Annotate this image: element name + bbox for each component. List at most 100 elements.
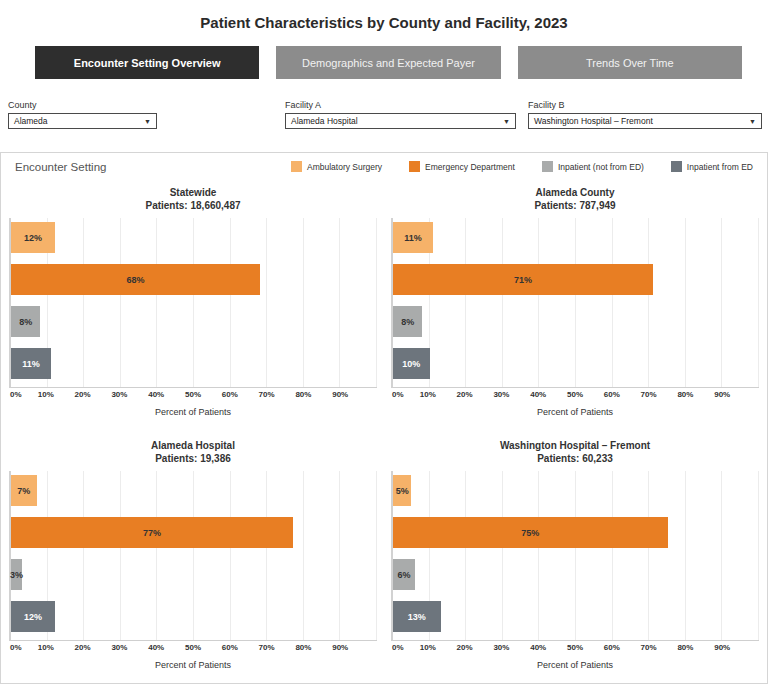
bar-ambulatory-surgery[interactable]: 11% [393,222,433,253]
bar-value-label: 75% [521,528,539,538]
tab-label: Encounter Setting Overview [74,57,221,69]
bar-row: 6% [393,559,759,590]
legend-item-label: Inpatient from ED [687,162,753,172]
bar-ambulatory-surgery[interactable]: 12% [11,222,55,253]
bar-inpatient-not-from-ed-[interactable]: 3% [11,559,22,590]
chart-title-line: Washington Hospital – Fremont [391,439,759,452]
tab-encounter-setting-overview[interactable]: Encounter Setting Overview [35,46,259,79]
bar-value-label: 5% [396,486,409,496]
legend-swatch-icon [409,161,420,172]
chart-title-line: Statewide [9,186,377,199]
bar-value-label: 7% [17,486,30,496]
x-tick-label: 20% [457,390,473,399]
filter-select[interactable]: Washington Hospital – Fremont▼ [528,113,762,129]
x-tick-label: 70% [641,643,657,652]
x-axis-ticks: 0%10%20%30%40%50%60%70%80%90% [9,390,377,401]
plot-area: 12% 68% 8% 11% [9,218,377,388]
bar-inpatient-not-from-ed-[interactable]: 8% [393,306,422,337]
x-axis-title: Percent of Patients [9,660,377,670]
x-axis-ticks: 0%10%20%30%40%50%60%70%80%90% [9,643,377,654]
x-tick-label: 90% [332,390,348,399]
chart-alameda-county: Alameda CountyPatients: 787,949 11% 71% 8% 1… [391,186,759,426]
filter-bar: County Alameda▼ Facility A Alameda Hospital… [0,100,768,135]
legend-swatch-icon [671,161,682,172]
bar-emergency-department[interactable]: 75% [393,517,668,548]
x-tick-label: 50% [567,643,583,652]
bar-row: 11% [11,348,377,379]
x-tick-label: 0% [392,390,404,399]
x-tick-label: 20% [75,390,91,399]
bar-row: 7% [11,475,377,506]
x-tick-label: 80% [677,643,693,652]
bar-emergency-department[interactable]: 77% [11,517,293,548]
chevron-down-icon: ▼ [503,118,510,125]
filter-facility-a: Facility A Alameda Hospital ▼ [285,100,516,129]
x-tick-label: 60% [222,390,238,399]
chart-subtitle-line: Patients: 60,233 [391,452,759,465]
plot-area: 5% 75% 6% 13% [391,471,759,641]
bar-ambulatory-surgery[interactable]: 5% [393,475,411,506]
filter-label: Facility A [285,100,516,110]
tab-demographics-and-expected-payer[interactable]: Demographics and Expected Payer [276,46,500,79]
chart-title: Alameda CountyPatients: 787,949 [391,186,759,212]
bar-emergency-department[interactable]: 71% [393,264,653,295]
legend-item-label: Ambulatory Surgery [307,162,382,172]
bar-value-label: 11% [404,233,422,243]
bar-row: 71% [393,264,759,295]
legend-item: Inpatient from ED [671,161,753,172]
bar-value-label: 3% [10,570,23,580]
plot-area: 7% 77% 3% 12% [9,471,377,641]
filter-select[interactable]: Alameda Hospital ▼ [285,113,516,129]
x-tick-label: 20% [75,643,91,652]
bar-row: 3% [11,559,377,590]
x-tick-label: 30% [493,390,509,399]
legend-items: Ambulatory SurgeryEmergency DepartmentIn… [291,161,753,172]
bar-inpatient-from-ed[interactable]: 12% [11,601,55,632]
bar-inpatient-from-ed[interactable]: 11% [11,348,51,379]
tab-bar: Encounter Setting Overview Demographics a… [35,46,742,79]
charts-grid: StatewidePatients: 18,660,487 12% 68% 8% 11%… [9,186,759,679]
x-tick-label: 0% [10,643,22,652]
bar-inpatient-not-from-ed-[interactable]: 8% [11,306,40,337]
bar-value-label: 71% [514,275,532,285]
chart-alameda-hospital: Alameda HospitalPatients: 19,3867%77%3%1… [9,439,377,679]
x-axis-title: Percent of Patients [9,407,377,417]
legend-item: Ambulatory Surgery [291,161,382,172]
bar-ambulatory-surgery[interactable]: 7% [11,475,37,506]
legend-item-label: Inpatient (not from ED) [558,162,644,172]
x-tick-label: 40% [530,643,546,652]
chart-subtitle-line: Patients: 18,660,487 [9,199,377,212]
charts-panel: Encounter Setting Ambulatory SurgeryEmer… [0,152,768,684]
bar-value-label: 77% [143,528,161,538]
x-tick-label: 50% [567,390,583,399]
legend-swatch-icon [291,161,302,172]
x-tick-label: 60% [604,643,620,652]
x-tick-label: 10% [38,390,54,399]
chevron-down-icon: ▼ [749,118,756,125]
x-tick-label: 50% [185,643,201,652]
x-tick-label: 90% [714,390,730,399]
x-tick-label: 90% [714,643,730,652]
bar-row: 77% [11,517,377,548]
bar-row: 8% [393,306,759,337]
bar-value-label: 12% [24,233,42,243]
x-tick-label: 80% [295,643,311,652]
bar-value-label: 68% [126,275,144,285]
bar-inpatient-from-ed[interactable]: 13% [393,601,441,632]
x-tick-label: 70% [259,390,275,399]
bar-row: 68% [11,264,377,295]
bar-inpatient-not-from-ed-[interactable]: 6% [393,559,415,590]
chart-washington-hospital-fremont: Washington Hospital – FremontPatients: 6… [391,439,759,679]
filter-facility-b: Facility BWashington Hospital – Fremont▼ [528,100,762,129]
x-axis-ticks: 0%10%20%30%40%50%60%70%80%90% [391,390,759,401]
bar-emergency-department[interactable]: 68% [11,264,260,295]
filter-select[interactable]: Alameda▼ [8,113,157,129]
tab-trends-over-time[interactable]: Trends Over Time [518,46,742,79]
filter-selected-value: Alameda Hospital [291,116,358,126]
chart-title-line: Alameda Hospital [9,439,377,452]
filter-county: County Alameda▼ [8,100,157,129]
filter-label: County [8,100,157,110]
x-tick-label: 50% [185,390,201,399]
bar-row: 12% [11,222,377,253]
bar-inpatient-from-ed[interactable]: 10% [393,348,430,379]
